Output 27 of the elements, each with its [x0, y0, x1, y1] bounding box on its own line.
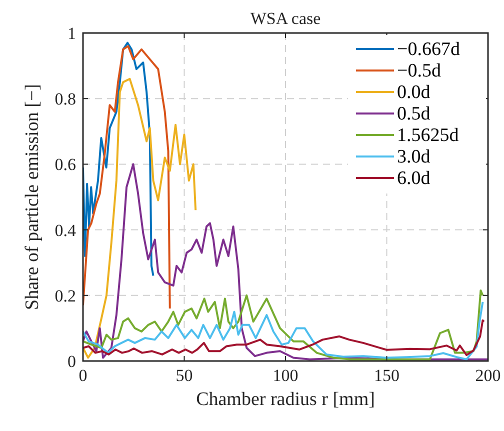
line-series — [83, 45, 171, 310]
y-tick-label: 1 — [68, 24, 76, 43]
chart-title: WSA case — [250, 9, 321, 28]
y-tick-label: 0.2 — [54, 286, 76, 306]
x-tick-label: 100 — [272, 366, 298, 385]
line-series — [83, 319, 485, 356]
legend-label: 0.5d — [397, 104, 431, 124]
y-tick-label: 0.8 — [54, 90, 76, 109]
line-series — [83, 300, 484, 360]
x-tick-label: 50 — [176, 366, 193, 385]
line-series — [83, 163, 488, 360]
y-tick-label: 0.4 — [54, 220, 76, 240]
x-tick-label: 200 — [475, 366, 501, 385]
y-tick-label: 0.6 — [54, 155, 76, 174]
x-tick-label: 150 — [374, 366, 400, 385]
legend-label: 1.5625d — [397, 125, 460, 146]
legend-label: 3.0d — [397, 146, 431, 168]
legend-label: −0.667d — [397, 39, 460, 60]
line-series — [83, 42, 154, 277]
line-series — [83, 78, 197, 359]
y-axis-title: Share of particle emission [−] — [22, 84, 43, 310]
legend-label: −0.5d — [397, 60, 442, 82]
y-tick-label: 0 — [68, 352, 76, 371]
line-series — [83, 289, 484, 360]
legend-label: 0.0d — [397, 82, 431, 103]
legend-label: 6.0d — [397, 168, 431, 189]
x-axis-title: Chamber radius r [mm] — [196, 389, 375, 410]
